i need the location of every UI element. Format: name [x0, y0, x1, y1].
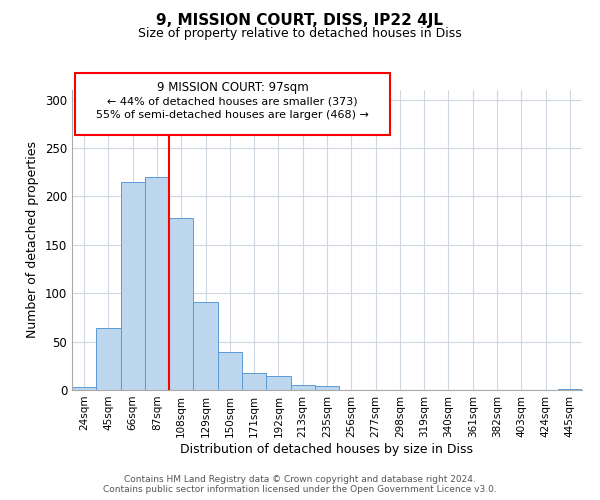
Bar	[121, 182, 145, 390]
Bar	[169, 218, 193, 390]
Text: 9, MISSION COURT, DISS, IP22 4JL: 9, MISSION COURT, DISS, IP22 4JL	[157, 12, 443, 28]
Text: ← 44% of detached houses are smaller (373): ← 44% of detached houses are smaller (37…	[107, 96, 358, 106]
Bar	[242, 372, 266, 390]
Bar	[96, 328, 121, 390]
Bar	[145, 177, 169, 390]
Bar	[290, 385, 315, 390]
Text: Contains HM Land Registry data © Crown copyright and database right 2024.: Contains HM Land Registry data © Crown c…	[124, 475, 476, 484]
Y-axis label: Number of detached properties: Number of detached properties	[26, 142, 40, 338]
Bar	[193, 302, 218, 390]
Bar	[72, 387, 96, 390]
Text: 55% of semi-detached houses are larger (468) →: 55% of semi-detached houses are larger (…	[96, 110, 369, 120]
Text: Size of property relative to detached houses in Diss: Size of property relative to detached ho…	[138, 28, 462, 40]
Text: 9 MISSION COURT: 97sqm: 9 MISSION COURT: 97sqm	[157, 82, 308, 94]
Bar	[558, 389, 582, 390]
Bar	[218, 352, 242, 390]
Text: Contains public sector information licensed under the Open Government Licence v3: Contains public sector information licen…	[103, 485, 497, 494]
Bar	[315, 386, 339, 390]
Bar	[266, 376, 290, 390]
X-axis label: Distribution of detached houses by size in Diss: Distribution of detached houses by size …	[181, 442, 473, 456]
